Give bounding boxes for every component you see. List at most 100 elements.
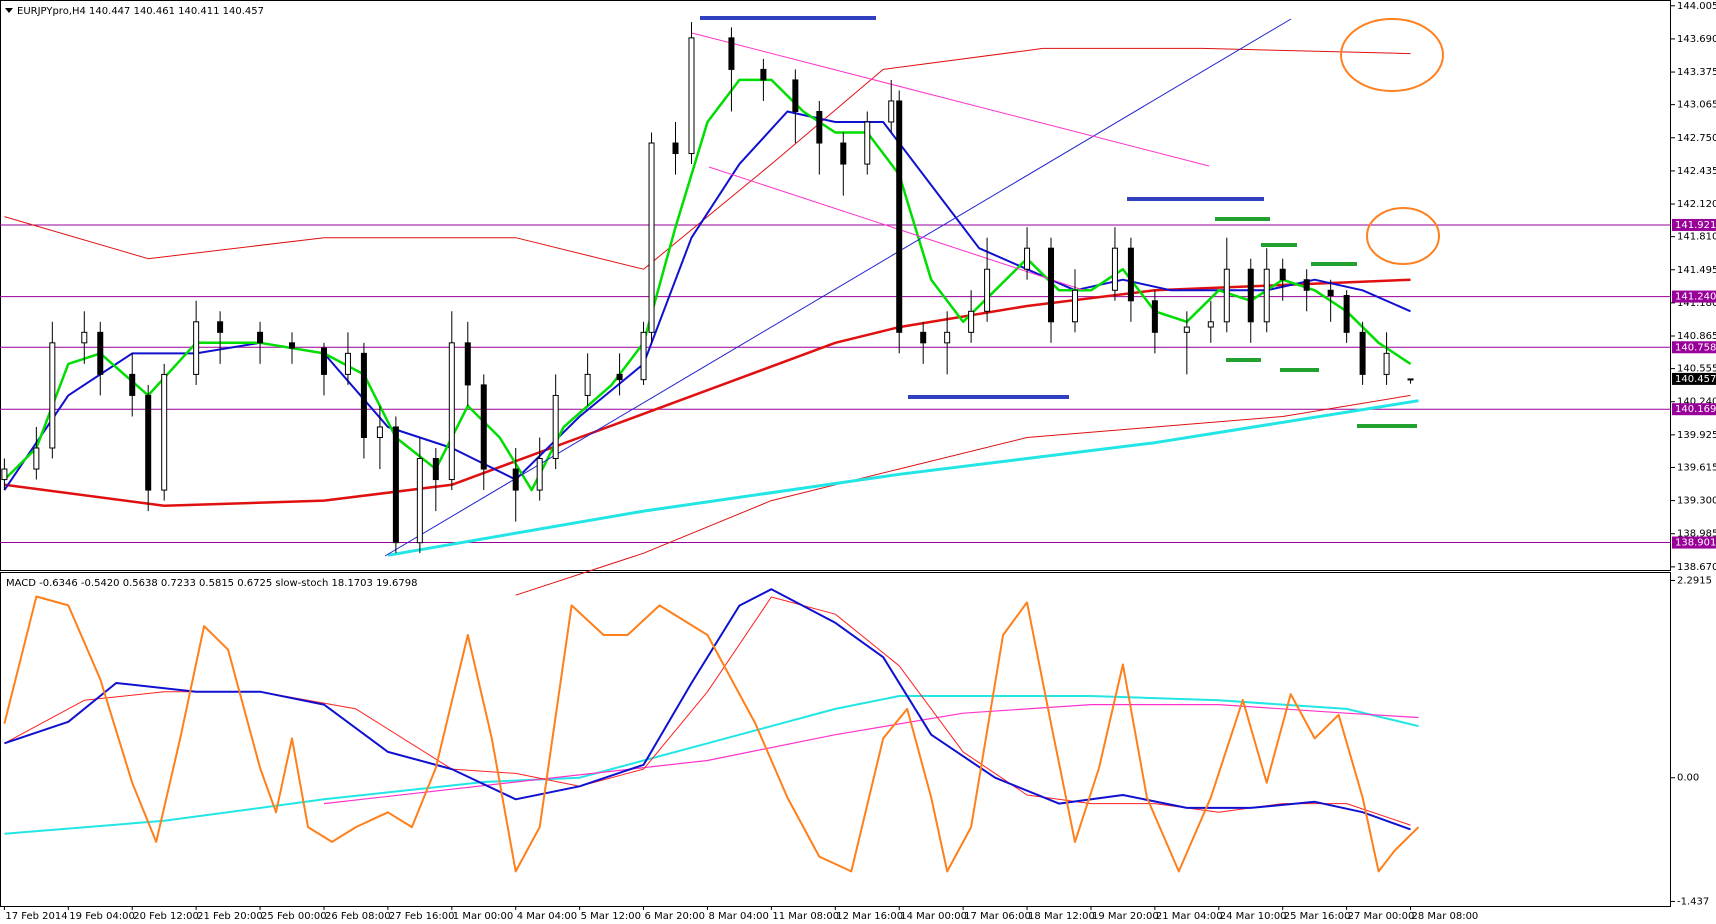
- candle-body: [464, 342, 471, 386]
- x-tick-label: 24 Mar 10:00: [1220, 911, 1287, 922]
- candle-body: [320, 347, 327, 375]
- y-tick-label: 144.005: [1677, 1, 1716, 12]
- indicator-line: [3, 78, 1412, 492]
- candle-body: [392, 426, 399, 544]
- y-tick-label: 141.495: [1677, 265, 1716, 276]
- candle-body: [840, 142, 847, 165]
- x-tick-label: 21 Mar 04:00: [1156, 911, 1223, 922]
- candle-body: [1071, 289, 1078, 323]
- candle-body: [864, 121, 871, 165]
- x-tick-label: 27 Feb 16:00: [389, 911, 455, 922]
- candle-body: [552, 394, 559, 460]
- x-tick-label: 25 Feb 00:00: [261, 911, 327, 922]
- candle-body: [512, 468, 519, 491]
- candle-body: [688, 37, 695, 155]
- candle-body: [1327, 289, 1334, 297]
- candle-body: [344, 352, 351, 375]
- x-tick-label: 17 Feb 2014: [5, 911, 67, 922]
- candle-body: [760, 68, 767, 81]
- indicator-line: [3, 595, 1420, 873]
- candle-body: [792, 79, 799, 112]
- level-label: 141.240: [1672, 290, 1716, 303]
- drawings: [384, 16, 1444, 557]
- candle-body: [1048, 247, 1055, 323]
- y-tick-label: 141.180: [1677, 298, 1716, 309]
- x-tick-label: 20 Feb 12:00: [133, 911, 199, 922]
- y-tick-label: 140.865: [1677, 331, 1716, 342]
- x-tick-label: 27 Mar 00:00: [1348, 911, 1415, 922]
- level-label-box: [1672, 536, 1716, 549]
- level-label-text: 138.901: [1675, 538, 1716, 549]
- x-tick-label: 11 Mar 08:00: [772, 911, 839, 922]
- candle-body: [1359, 331, 1366, 375]
- candle-body: [1279, 268, 1286, 281]
- level-label-text: 141.921: [1675, 220, 1716, 231]
- symbol-icon: [5, 8, 13, 13]
- chart-title: EURJPYpro,H4 140.447 140.461 140.411 140…: [17, 6, 264, 17]
- trendline: [708, 166, 1084, 291]
- level-label-text: 141.240: [1675, 292, 1716, 303]
- level-label: 141.921: [1672, 218, 1716, 231]
- y-tick-label: 143.690: [1677, 34, 1716, 45]
- y-tick-label: 139.925: [1677, 430, 1716, 441]
- candle-body: [616, 373, 623, 381]
- y-tick-label: 139.615: [1677, 462, 1716, 473]
- x-tick-label: 14 Mar 00:00: [900, 911, 967, 922]
- trendline: [384, 18, 1292, 557]
- candle-body: [33, 447, 40, 470]
- highlight-ellipse: [1366, 207, 1440, 265]
- candle-body: [289, 342, 296, 349]
- y-tick-label: 142.750: [1677, 133, 1716, 144]
- x-tick-label: 12 Mar 16:00: [836, 911, 903, 922]
- candle-body: [161, 373, 168, 491]
- y-tick-label: 138.670: [1677, 562, 1716, 573]
- candle-body: [728, 37, 735, 70]
- macd-panel: [0, 572, 1671, 907]
- trendline: [691, 32, 1210, 167]
- candle-body: [1263, 268, 1270, 323]
- x-tick-label: 5 Mar 12:00: [581, 911, 641, 922]
- y-tick-label: 141.810: [1677, 232, 1716, 243]
- candle-body: [584, 373, 591, 396]
- y-tick-label: 2.2915: [1677, 575, 1712, 586]
- candle-body: [888, 100, 895, 123]
- candle-body: [1207, 321, 1214, 328]
- candle-body: [1383, 352, 1390, 375]
- candle-body: [672, 142, 679, 155]
- candle-body: [1183, 326, 1190, 333]
- y-tick-label: 139.300: [1677, 496, 1716, 507]
- candle-body: [1024, 247, 1031, 270]
- x-tick-label: 19 Mar 20:00: [1092, 911, 1159, 922]
- y-tick-label: 143.065: [1677, 100, 1716, 111]
- candle-body: [944, 331, 951, 344]
- x-tick-label: 18 Mar 12:00: [1028, 911, 1095, 922]
- candle-body: [1247, 268, 1254, 323]
- candle-body: [193, 321, 200, 375]
- indicator-line: [515, 394, 1411, 596]
- candle-body: [648, 142, 655, 333]
- x-tick-label: 8 Mar 04:00: [708, 911, 768, 922]
- candle-body: [1223, 268, 1230, 323]
- level-label: 140.169: [1672, 403, 1716, 416]
- y-tick-label: 140.240: [1677, 397, 1716, 408]
- level-label-box: [1672, 341, 1716, 354]
- x-tick-label: 19 Feb 04:00: [69, 911, 135, 922]
- candle-body: [968, 310, 975, 333]
- highlight-ellipse: [1340, 18, 1444, 92]
- candle-body: [1111, 247, 1118, 291]
- y-tick-label: 0.00: [1677, 773, 1699, 784]
- candle-body: [145, 394, 152, 491]
- y-tick-label: 143.375: [1677, 67, 1716, 78]
- candle-body: [984, 268, 991, 312]
- candle-body: [448, 342, 455, 481]
- y-tick-label: 142.120: [1677, 199, 1716, 210]
- x-tick-label: 1 Mar 00:00: [453, 911, 513, 922]
- candle-body: [217, 321, 224, 333]
- indicator-line: [323, 704, 1419, 805]
- level-label-text: 140.758: [1675, 342, 1716, 353]
- candle-body: [920, 331, 927, 344]
- candle-body: [376, 426, 383, 438]
- candle-body: [257, 331, 264, 344]
